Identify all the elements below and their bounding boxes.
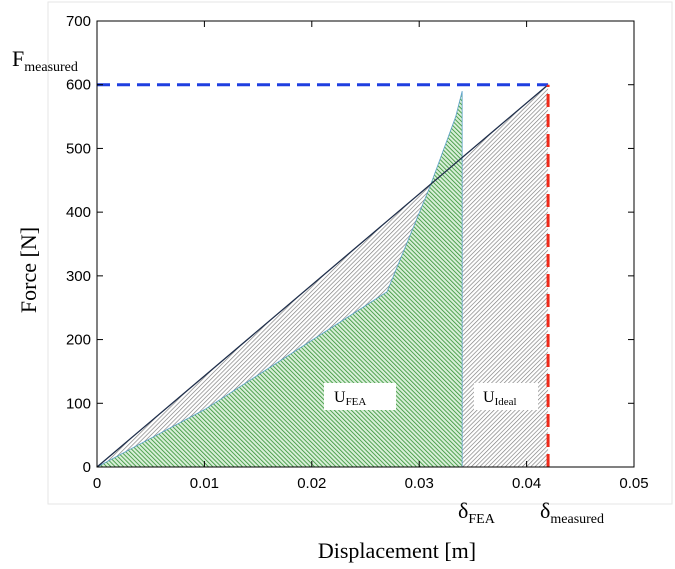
y-tick-label: 700 [66,13,91,30]
y-axis-label: Force [N] [16,227,41,313]
x-tick-label: 0.03 [405,475,434,492]
y-tick-label: 100 [66,395,91,412]
y-tick-label: 300 [66,268,91,285]
x-tick-label: 0.05 [619,475,648,492]
figure-frame [47,1,673,505]
y-tick-label: 200 [66,332,91,349]
u-ideal-label: UIdeal [483,389,517,408]
delta-measured-label: δmeasured [540,498,604,527]
x-axis-label: Displacement [m] [318,538,476,563]
u-fea-box [324,383,396,410]
x-tick-label: 0.01 [190,475,219,492]
y-tick-label: 600 [66,77,91,94]
ideal-line [96,84,549,468]
axes-box [96,20,635,468]
delta-fea-label: δFEA [458,498,496,527]
u-fea-label: UFEA [334,389,366,408]
y-tick-label: 400 [66,204,91,221]
x-tick-label: 0.02 [297,475,326,492]
y-tick-label: 0 [83,459,91,476]
y-tick-label: 500 [66,140,91,157]
fea-area [96,90,463,468]
x-tick-label: 0.04 [512,475,541,492]
f-measured-label: Fmeasured [12,46,78,75]
x-tick-label: 0 [93,475,101,492]
u-ideal-box [474,383,538,410]
